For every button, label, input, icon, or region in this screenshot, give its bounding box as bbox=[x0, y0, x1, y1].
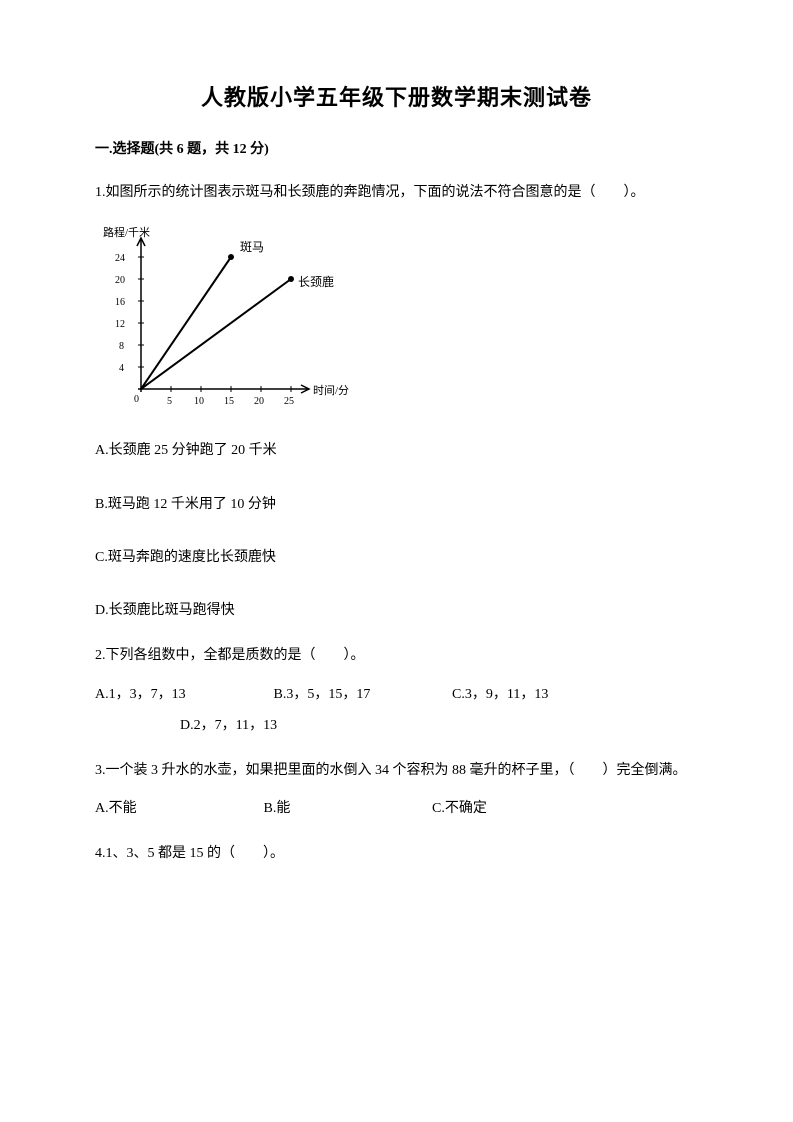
q2-option-c: C.3，9，11，13 bbox=[452, 680, 548, 711]
ytick-16: 16 bbox=[115, 297, 125, 308]
q2-option-d: D.2，7，11，13 bbox=[180, 711, 277, 742]
q3-option-c: C.不确定 bbox=[432, 801, 487, 816]
chart-ylabel: 路程/千米 bbox=[103, 226, 150, 239]
question-2-text: 2.下列各组数中，全都是质数的是（ ）。 bbox=[95, 641, 698, 672]
q1-chart: 路程/千米 4 8 12 16 20 24 5 10 15 20 25 bbox=[101, 224, 361, 414]
xtick-10: 10 bbox=[194, 396, 204, 407]
q1-option-a: A.长颈鹿 25 分钟跑了 20 千米 bbox=[95, 438, 698, 463]
page-title: 人教版小学五年级下册数学期末测试卷 bbox=[95, 80, 698, 115]
q2-option-b: B.3，5，15，17 bbox=[274, 680, 449, 711]
question-3-text: 3.一个装 3 升水的水壶，如果把里面的水倒入 34 个容积为 88 毫升的杯子… bbox=[95, 756, 698, 787]
chart-xlabel: 时间/分 bbox=[313, 384, 349, 397]
xtick-20: 20 bbox=[254, 396, 264, 407]
ytick-20: 20 bbox=[115, 275, 125, 286]
label-zebra: 斑马 bbox=[240, 240, 264, 254]
xtick-5: 5 bbox=[167, 396, 172, 407]
question-1-text: 1.如图所示的统计图表示斑马和长颈鹿的奔跑情况，下面的说法不符合图意的是（ ）。 bbox=[95, 178, 698, 209]
ytick-24: 24 bbox=[115, 253, 125, 264]
label-giraffe: 长颈鹿 bbox=[298, 274, 334, 289]
q2-options: A.1，3，7，13 B.3，5，15，17 C.3，9，11，13 D.2，7… bbox=[95, 680, 698, 742]
q3-options: A.不能 B.能 C.不确定 bbox=[95, 794, 698, 825]
q1-option-d: D.长颈鹿比斑马跑得快 bbox=[95, 598, 698, 623]
q2-option-a: A.1，3，7，13 bbox=[95, 680, 270, 711]
q3-option-a: A.不能 bbox=[95, 794, 260, 825]
q1-option-b: B.斑马跑 12 千米用了 10 分钟 bbox=[95, 492, 698, 517]
question-4-text: 4.1、3、5 都是 15 的（ ）。 bbox=[95, 839, 698, 870]
ytick-8: 8 bbox=[119, 341, 124, 352]
ytick-4: 4 bbox=[119, 363, 124, 374]
xtick-25: 25 bbox=[284, 396, 294, 407]
ytick-12: 12 bbox=[115, 319, 125, 330]
q3-option-b: B.能 bbox=[264, 794, 429, 825]
q1-option-c: C.斑马奔跑的速度比长颈鹿快 bbox=[95, 545, 698, 570]
section-header: 一.选择题(共 6 题，共 12 分) bbox=[95, 139, 698, 161]
xtick-15: 15 bbox=[224, 396, 234, 407]
origin-label: 0 bbox=[134, 394, 139, 405]
